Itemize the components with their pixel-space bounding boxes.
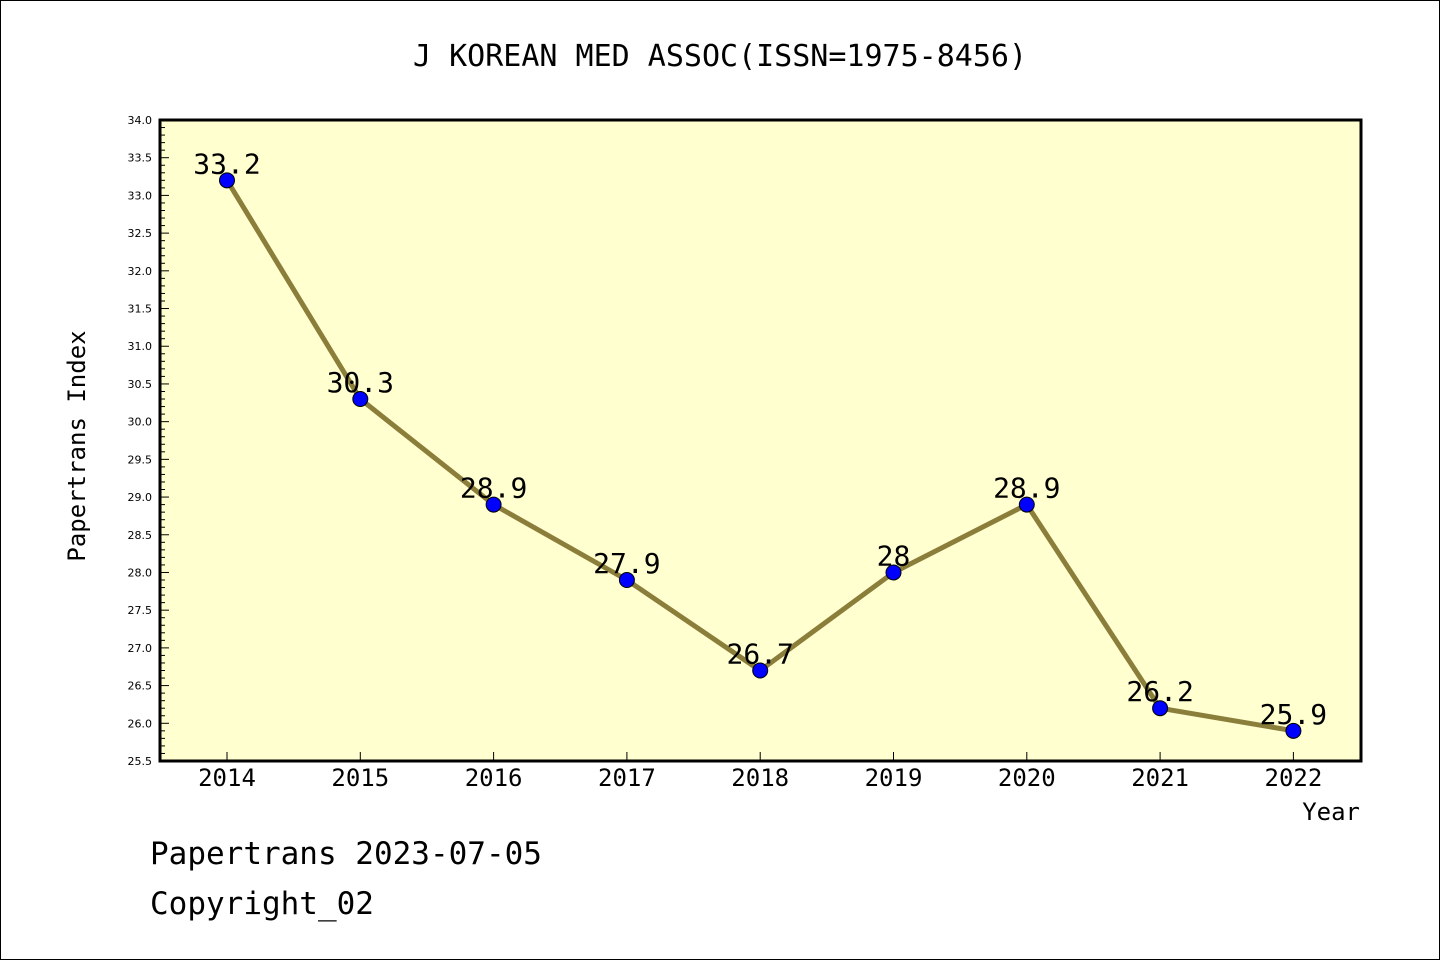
y-tick-label: 29.5 [128, 453, 153, 466]
data-point [618, 572, 635, 589]
data-label: 28.9 [460, 472, 527, 505]
chart-title: J KOREAN MED ASSOC(ISSN=1975-8456) [413, 39, 1027, 74]
data-label: 26.7 [726, 638, 793, 671]
y-tick-label: 33.5 [128, 152, 153, 165]
y-tick-label: 33.0 [128, 189, 153, 202]
x-tick-label: 2015 [331, 764, 389, 792]
footer-date: Papertrans 2023-07-05 [150, 836, 542, 872]
data-point [752, 662, 769, 679]
y-axis: 25.5 26.0 26.5 27.0 27.5 28.0 28.5 29.0 29.5 30.0… [128, 114, 169, 768]
x-tick-label: 2014 [198, 764, 256, 792]
data-point [219, 172, 235, 189]
data-label-group: 33.2 30.3 28.9 27.9 26.7 28 28.9 26.2 25.9 [193, 147, 1327, 731]
data-point [1018, 496, 1035, 513]
x-tick-label: 2021 [1131, 764, 1189, 792]
y-tick-label: 28.5 [128, 529, 153, 542]
y-tick-label: 32.5 [128, 227, 153, 240]
x-tick-label: 2019 [865, 764, 923, 792]
x-tick-label: 2016 [465, 764, 523, 792]
data-label: 30.3 [327, 366, 394, 399]
y-tick-label: 27.0 [128, 642, 153, 655]
data-point [352, 391, 369, 408]
x-tick-label: 2017 [598, 764, 656, 792]
y-tick-label: 31.5 [128, 303, 153, 316]
x-axis: 2014 2015 2016 2017 2018 2019 2020 2021 2022 [198, 752, 1322, 792]
y-tick-label: 32.0 [128, 265, 153, 278]
y-axis-title: Papertrans Index [63, 330, 91, 561]
data-label: 28 [877, 539, 911, 572]
data-point [885, 564, 902, 581]
x-tick-label: 2022 [1265, 764, 1323, 792]
plot-area [160, 120, 1361, 761]
data-point [1152, 700, 1169, 717]
y-tick-label: 31.0 [128, 340, 153, 353]
x-tick-label: 2018 [731, 764, 789, 792]
data-label: 28.9 [993, 472, 1060, 505]
y-tick-label: 27.5 [128, 604, 153, 617]
series-line-group [219, 172, 1302, 739]
y-tick-label: 30.5 [128, 378, 153, 391]
y-tick-label: 34.0 [128, 114, 153, 127]
y-tick-label: 29.0 [128, 491, 153, 504]
plot-border [158, 118, 1363, 763]
data-label: 25.9 [1260, 698, 1327, 731]
x-axis-title: Year [1302, 798, 1360, 826]
y-tick-label: 30.0 [128, 416, 153, 429]
data-label: 33.2 [193, 147, 260, 180]
y-tick-label: 25.5 [128, 755, 153, 768]
y-tick-label: 28.0 [128, 566, 153, 579]
x-tick-label: 2020 [998, 764, 1056, 792]
data-label: 26.2 [1126, 675, 1193, 708]
y-tick-label: 26.0 [128, 717, 153, 730]
data-label: 27.9 [593, 547, 660, 580]
data-point [1285, 722, 1302, 739]
data-point [485, 496, 502, 513]
y-tick-label: 26.5 [128, 680, 153, 693]
footer-copyright: Copyright_02 [150, 886, 374, 922]
